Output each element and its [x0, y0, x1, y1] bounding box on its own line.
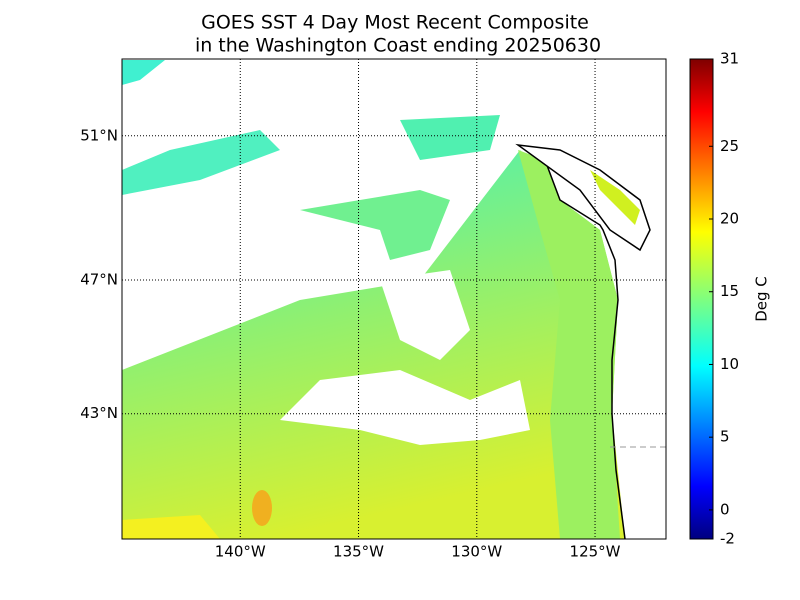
coastline	[517, 144, 626, 540]
colorbar-tick-label: 10	[720, 355, 739, 373]
colorbar-tick-label: 31	[720, 50, 739, 68]
sst-field	[122, 60, 625, 539]
colorbar	[689, 58, 714, 540]
vancouver-island	[515, 143, 651, 252]
x-tick-label: 130°W	[451, 543, 502, 561]
colorbar-tick-label: 15	[720, 282, 739, 300]
colorbar-label: Deg C	[753, 276, 771, 322]
colorbar-tick-label: 25	[720, 137, 739, 155]
x-tick-label: 125°W	[570, 543, 621, 561]
y-tick-label: 43°N	[80, 404, 118, 422]
title-line: GOES SST 4 Day Most Recent Composite	[201, 12, 589, 34]
y-tick-label: 51°N	[80, 126, 118, 144]
map-frame	[121, 58, 667, 540]
x-tick-label: 135°W	[333, 543, 384, 561]
x-tick-label: 140°W	[215, 543, 266, 561]
strait	[590, 170, 640, 225]
colorbar-tick-label: -2	[720, 530, 735, 548]
colorbar-tick-label: 5	[720, 428, 730, 446]
colorbar-tick-label: 20	[720, 210, 739, 228]
title-line: in the Washington Coast ending 20250630	[195, 35, 601, 57]
colorbar-tick-label: 0	[720, 500, 730, 518]
y-tick-label: 47°N	[80, 270, 118, 288]
